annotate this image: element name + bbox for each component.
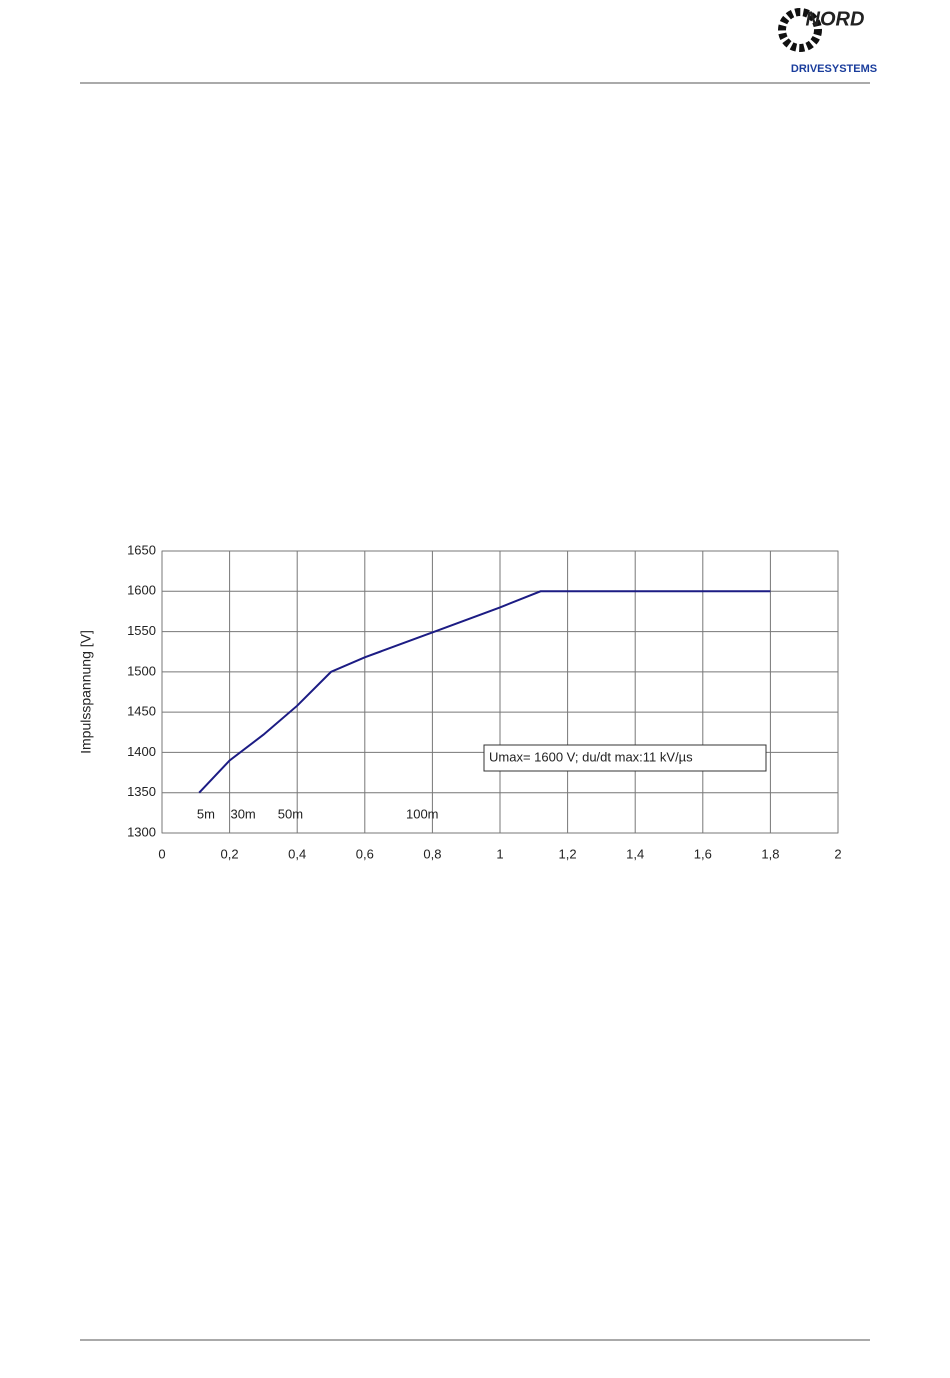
x-tick-label: 1	[496, 846, 503, 861]
x-tick-label: 0	[158, 846, 165, 861]
y-tick-label: 1550	[127, 623, 156, 638]
x-tick-label: 1,2	[559, 846, 577, 861]
x-tick-label: 0,8	[423, 846, 441, 861]
chart: 1300 1350 1400 1450 1500 1550 1600 1650 0 0,2 0,4 0…	[78, 542, 842, 861]
annotation: 50m	[278, 806, 303, 821]
logo: NORD DRIVESYSTEMS	[778, 8, 877, 75]
x-tick-label: 2	[834, 846, 841, 861]
y-axis-label: Impulsspannung [V]	[78, 630, 94, 754]
y-tick-label: 1300	[127, 824, 156, 839]
annotation: 30m	[230, 806, 255, 821]
y-tick-label: 1350	[127, 784, 156, 799]
x-tick-label: 1,8	[761, 846, 779, 861]
y-tick-label: 1500	[127, 663, 156, 678]
x-tick-label: 0,2	[221, 846, 239, 861]
logo-text: NORD	[806, 8, 865, 30]
x-tick-label: 1,4	[626, 846, 644, 861]
note-box	[483, 744, 767, 772]
y-tick-label: 1650	[127, 542, 156, 557]
note-text: Umax= 1600 V; du/dt max:11 kV/µs	[489, 749, 693, 764]
x-tick-label: 0,4	[288, 846, 306, 861]
data-line	[198, 590, 771, 794]
logo-gear	[778, 8, 822, 52]
x-tick-label: 0,6	[356, 846, 374, 861]
y-tick-label: 1450	[127, 704, 156, 719]
logo-subtitle: DRIVESYSTEMS	[791, 63, 877, 75]
y-tick-label: 1600	[127, 583, 156, 598]
annotation: 5m	[197, 806, 215, 821]
y-tick-label: 1400	[127, 744, 156, 759]
annotation: 100m	[406, 806, 439, 821]
x-tick-label: 1,6	[694, 846, 712, 861]
